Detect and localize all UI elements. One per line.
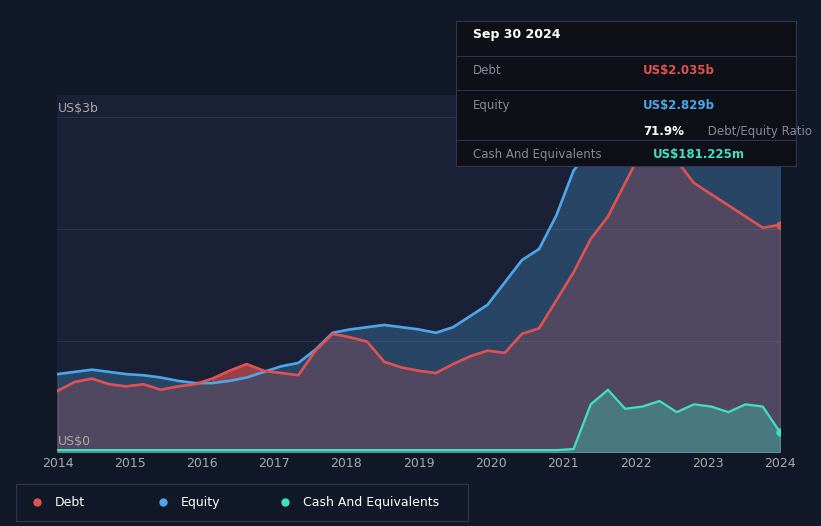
Text: Equity: Equity [473, 99, 510, 112]
Text: Cash And Equivalents: Cash And Equivalents [303, 496, 439, 509]
Text: Sep 30 2024: Sep 30 2024 [473, 28, 560, 41]
Text: US$0: US$0 [57, 435, 90, 448]
Text: US$181.225m: US$181.225m [654, 148, 745, 161]
Text: Debt/Equity Ratio: Debt/Equity Ratio [704, 125, 812, 138]
Text: 71.9%: 71.9% [643, 125, 684, 138]
Text: US$2.829b: US$2.829b [643, 99, 715, 112]
Text: Debt: Debt [55, 496, 85, 509]
Text: US$3b: US$3b [57, 102, 99, 115]
Text: Equity: Equity [181, 496, 221, 509]
Text: Debt: Debt [473, 64, 502, 77]
Text: US$2.035b: US$2.035b [643, 64, 715, 77]
Text: Cash And Equivalents: Cash And Equivalents [473, 148, 601, 161]
